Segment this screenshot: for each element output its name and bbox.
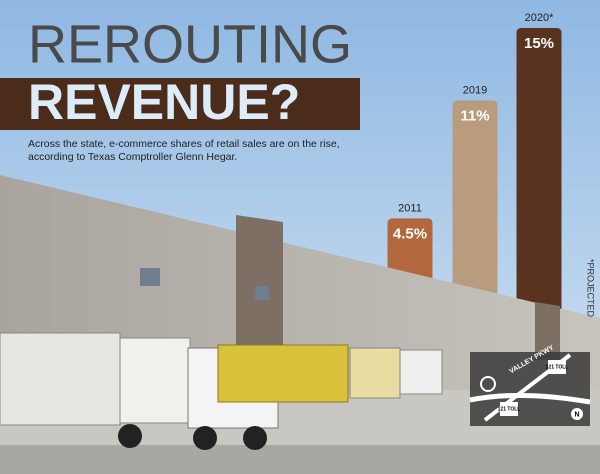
map-compass bbox=[571, 408, 583, 420]
chart-title-line2: REVENUE? bbox=[28, 74, 300, 130]
title-band bbox=[0, 78, 360, 130]
building-section bbox=[236, 215, 283, 345]
trailer bbox=[349, 347, 401, 399]
trailer bbox=[399, 349, 443, 395]
subtitle-box: Across the state, e-commerce shares of r… bbox=[28, 138, 340, 163]
trailer bbox=[0, 332, 121, 426]
bar bbox=[452, 100, 498, 331]
bar bbox=[516, 28, 562, 330]
subtitle: Across the state, e-commerce shares of r… bbox=[28, 138, 340, 163]
window bbox=[140, 268, 160, 286]
category-label: 2020* bbox=[525, 12, 554, 24]
map-shield bbox=[500, 402, 518, 416]
value-label: 4.5% bbox=[393, 225, 427, 242]
map-shield bbox=[548, 360, 566, 374]
building-section bbox=[535, 302, 560, 360]
value-label: 15% bbox=[524, 35, 554, 52]
trailer bbox=[119, 337, 191, 424]
note: *PROJECTED bbox=[586, 259, 596, 318]
wheel bbox=[118, 424, 142, 448]
map-label: 121 TOLL bbox=[498, 406, 521, 412]
category-label: 2011 bbox=[398, 202, 422, 214]
value-label: 11% bbox=[460, 108, 489, 125]
map-label: N bbox=[574, 411, 579, 418]
category-label: 2019 bbox=[463, 84, 487, 96]
wheel bbox=[193, 426, 217, 450]
window bbox=[255, 286, 269, 300]
ground-shadow bbox=[0, 445, 600, 474]
wheel bbox=[243, 426, 267, 450]
trailer bbox=[217, 344, 349, 403]
map-marker bbox=[480, 376, 496, 392]
chart-title: REROUTING bbox=[28, 14, 352, 74]
map-label: 121 TOLL bbox=[546, 364, 569, 370]
map-road bbox=[469, 392, 591, 405]
